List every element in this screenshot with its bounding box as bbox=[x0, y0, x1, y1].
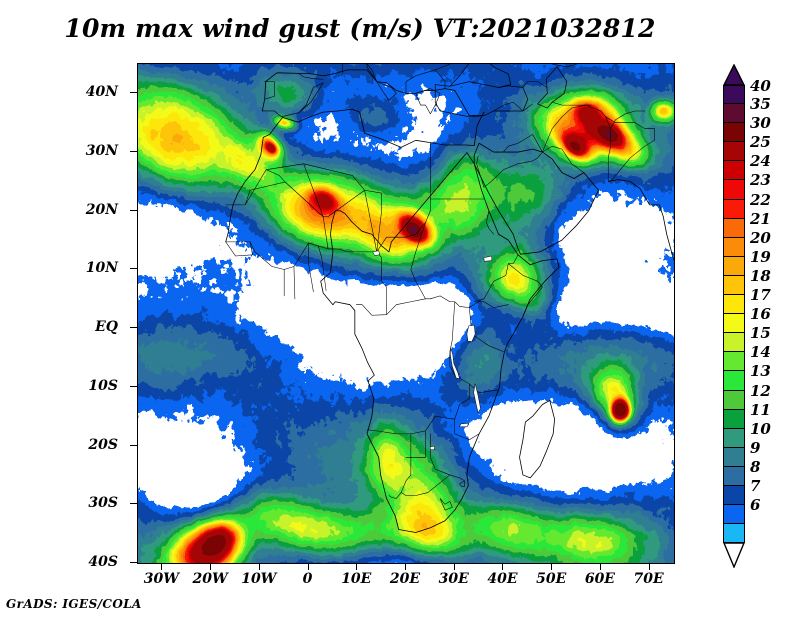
x-tick-mark bbox=[210, 563, 212, 570]
colorbar-tick-label: 30 bbox=[750, 114, 771, 133]
colorbar-above-max-arrow bbox=[722, 63, 746, 86]
colorbar-tick-label: 8 bbox=[750, 457, 761, 476]
x-tick-mark bbox=[648, 563, 650, 570]
x-tick-label-10E: 10E bbox=[341, 571, 372, 587]
y-tick-label-30N: 30N bbox=[85, 143, 118, 160]
colorbar-band-13: 13 bbox=[723, 362, 771, 391]
colorbar-band-20: 20 bbox=[723, 229, 771, 257]
colorbar-tick-label: 7 bbox=[750, 476, 761, 495]
x-tick-mark bbox=[502, 563, 504, 570]
y-tick-mark bbox=[130, 562, 137, 563]
y-tick-mark bbox=[130, 503, 137, 505]
colorbar-tick-label: 40 bbox=[750, 77, 771, 95]
colorbar-tick-label: 22 bbox=[750, 190, 771, 209]
colorbar-band-30: 30 bbox=[723, 114, 771, 143]
colorbar-band-21: 21 bbox=[723, 210, 771, 238]
x-tick-label-70E: 70E bbox=[633, 571, 664, 587]
colorbar-band-17: 17 bbox=[723, 286, 771, 315]
x-tick-label-20W: 20W bbox=[192, 571, 228, 587]
colorbar-tick-label: 16 bbox=[750, 305, 771, 324]
colorbar-band-15: 15 bbox=[723, 324, 771, 353]
x-tick-label-50E: 50E bbox=[536, 571, 567, 587]
y-tick-label-40N: 40N bbox=[85, 84, 118, 101]
colorbar-tick-label: 12 bbox=[750, 381, 771, 400]
wind-gust-field-canvas bbox=[138, 64, 674, 563]
x-tick-mark bbox=[356, 563, 358, 570]
colorbar-band-22: 22 bbox=[723, 191, 771, 219]
y-tick-label-30S: 30S bbox=[88, 495, 118, 512]
x-tick-mark bbox=[405, 563, 406, 570]
y-tick-mark bbox=[130, 327, 137, 329]
x-tick-label-0: 0 bbox=[302, 571, 313, 587]
colorbar-band-7: 7 bbox=[723, 477, 760, 506]
x-tick-mark bbox=[599, 563, 601, 570]
colorbar-tick-label: 17 bbox=[750, 286, 771, 305]
y-tick-mark bbox=[130, 209, 137, 211]
x-tick-label-10W: 10W bbox=[241, 571, 277, 587]
colorbar-band-25: 25 bbox=[723, 133, 771, 162]
colorbar-tick-label: 20 bbox=[750, 228, 771, 247]
y-tick-label-EQ: EQ bbox=[95, 319, 118, 336]
x-tick-label-40E: 40E bbox=[487, 571, 518, 587]
x-tick-mark bbox=[551, 563, 553, 570]
colorbar-band-14: 14 bbox=[723, 343, 771, 372]
colorbar-tick-label: 10 bbox=[750, 419, 771, 438]
y-tick-label-20N: 20N bbox=[85, 201, 118, 218]
colorbar-band-19: 19 bbox=[723, 248, 771, 276]
colorbar-tick-label: 23 bbox=[750, 171, 771, 190]
colorbar-tick-label: 19 bbox=[750, 247, 771, 266]
y-tick-mark bbox=[130, 92, 137, 94]
colorbar-tick-label: 21 bbox=[750, 209, 771, 228]
colorbar-tick-label: 25 bbox=[750, 133, 771, 152]
x-tick-mark bbox=[258, 563, 260, 570]
colorbar-band-16: 16 bbox=[723, 305, 771, 334]
y-tick-mark bbox=[130, 444, 137, 446]
y-tick-mark bbox=[130, 268, 137, 270]
x-tick-label-60E: 60E bbox=[584, 571, 615, 587]
colorbar: 40 35 30 25 24 23 22 21 20 19 18 17 16 15 14 13 12 11 10 9 8… bbox=[723, 77, 771, 544]
colorbar-band-8: 8 bbox=[723, 458, 760, 486]
colorbar-tick-label: 9 bbox=[750, 438, 761, 457]
colorbar-tick-label: 11 bbox=[750, 400, 771, 419]
y-tick-label-10N: 10N bbox=[85, 260, 118, 277]
y-tick-label-10S: 10S bbox=[88, 377, 118, 394]
x-tick-mark bbox=[453, 563, 455, 570]
colorbar-band-24: 24 bbox=[723, 152, 771, 181]
colorbar-band-18: 18 bbox=[723, 267, 771, 296]
page-title: 10m max wind gust (m/s) VT:2021032812 bbox=[64, 14, 656, 43]
y-tick-label-40S: 40S bbox=[88, 554, 118, 570]
colorbar-tick-label: 6 bbox=[750, 496, 761, 515]
colorbar-band-10: 10 bbox=[723, 420, 771, 448]
footer-attribution: GrADS: IGES/COLA bbox=[6, 597, 142, 611]
colorbar-band-40: 40 bbox=[723, 77, 771, 105]
colorbar-band-11: 11 bbox=[723, 401, 771, 429]
colorbar-below-min-arrow bbox=[722, 542, 746, 570]
colorbar-tick-label: 14 bbox=[750, 343, 771, 362]
colorbar-tick-label: 24 bbox=[750, 152, 771, 171]
colorbar-band-23: 23 bbox=[723, 171, 771, 200]
colorbar-tick-label: 18 bbox=[750, 266, 771, 285]
x-tick-label-30W: 30W bbox=[143, 571, 179, 587]
y-tick-mark bbox=[130, 151, 137, 153]
x-tick-label-20E: 20E bbox=[389, 571, 421, 587]
x-tick-label-30E: 30E bbox=[438, 571, 469, 587]
map-plot-area bbox=[137, 63, 675, 564]
colorbar-band-12: 12 bbox=[723, 382, 771, 410]
x-tick-mark bbox=[307, 563, 309, 570]
colorbar-tick-label: 35 bbox=[750, 95, 771, 114]
colorbar-band-9: 9 bbox=[723, 439, 760, 467]
colorbar-band-35: 35 bbox=[723, 95, 771, 124]
y-tick-label-20S: 20S bbox=[88, 436, 118, 453]
y-tick-mark bbox=[130, 385, 137, 387]
colorbar-band-min bbox=[723, 524, 745, 544]
colorbar-tick-label: 13 bbox=[750, 362, 771, 381]
colorbar-tick-label: 15 bbox=[750, 324, 771, 343]
colorbar-band-6: 6 bbox=[723, 496, 760, 525]
x-tick-mark bbox=[161, 563, 163, 570]
